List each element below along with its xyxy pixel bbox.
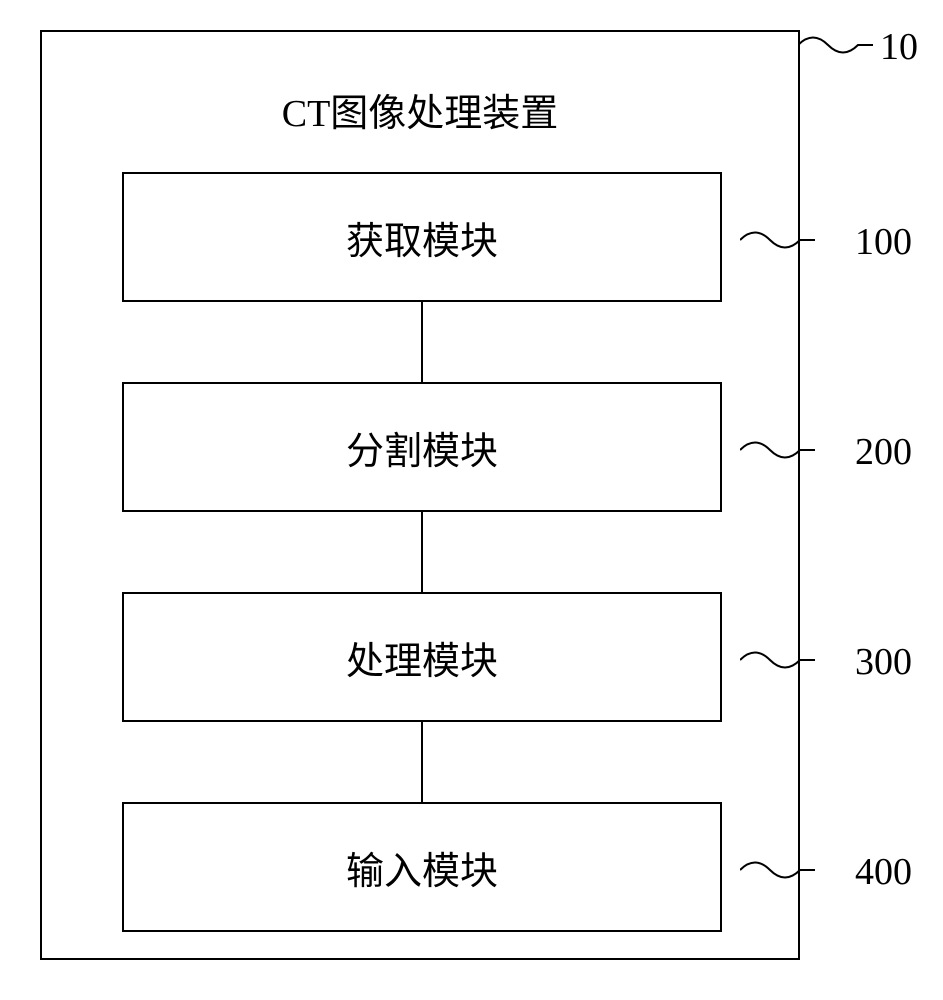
connector-1: [421, 302, 423, 382]
connector-2: [421, 512, 423, 592]
label-module-1: 100: [855, 220, 912, 264]
connector-3: [421, 722, 423, 802]
module-processing-label: 处理模块: [346, 630, 498, 685]
label-module-4: 400: [855, 850, 912, 894]
module-acquisition-label: 获取模块: [346, 210, 498, 265]
squiggle-module-3: [740, 645, 820, 675]
label-container: 10: [880, 25, 918, 69]
diagram-title: CT图像处理装置: [42, 82, 798, 137]
module-input: 输入模块: [122, 802, 722, 932]
module-segmentation: 分割模块: [122, 382, 722, 512]
squiggle-module-4: [740, 855, 820, 885]
label-module-2: 200: [855, 430, 912, 474]
label-module-3: 300: [855, 640, 912, 684]
module-processing: 处理模块: [122, 592, 722, 722]
squiggle-container: [798, 30, 878, 60]
squiggle-module-1: [740, 225, 820, 255]
module-segmentation-label: 分割模块: [346, 420, 498, 475]
diagram-container: CT图像处理装置 获取模块 分割模块 处理模块 输入模块: [40, 30, 800, 960]
module-acquisition: 获取模块: [122, 172, 722, 302]
module-input-label: 输入模块: [346, 840, 498, 895]
squiggle-module-2: [740, 435, 820, 465]
